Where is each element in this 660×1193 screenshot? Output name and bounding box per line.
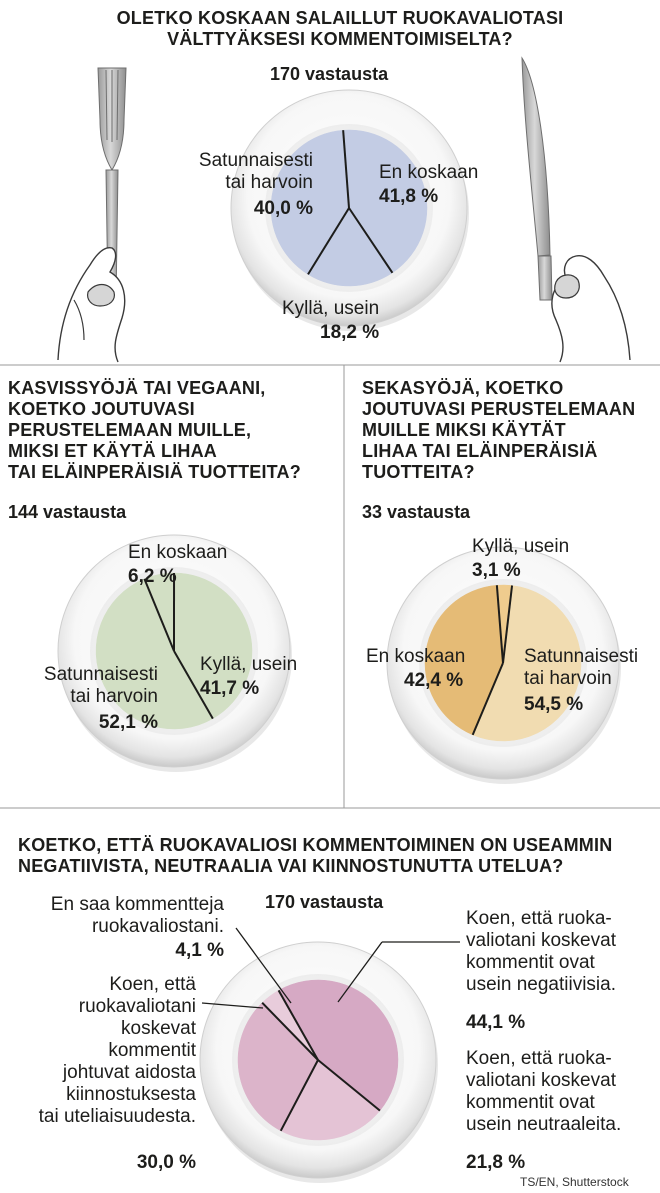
- knife-illustration: [521, 56, 553, 301]
- pie-2-slice-2: [173, 572, 253, 719]
- q1-label-kylla-usein: Kyllä, usein: [282, 298, 380, 319]
- q1-value-kylla-usein: 18,2 %: [320, 322, 380, 343]
- pie-3-slice-2: [472, 585, 582, 742]
- q4-value-no-comments: 4,1 %: [175, 940, 224, 961]
- pie-3-slice-3: [424, 584, 504, 736]
- q3-label-kylla-usein: Kyllä, usein: [472, 536, 570, 557]
- q4-value-curiosity: 30,0 %: [136, 1152, 196, 1173]
- pie-4-slice-2: [280, 1059, 381, 1141]
- image-credit: TS/EN, Shutterstock: [520, 1175, 629, 1189]
- question-1-title: OLETKO KOSKAAN SALAILLUT RUOKAVALIOTASI …: [116, 8, 564, 49]
- q4-label-negative: Koen, että ruoka- valiotani koskevat kom…: [466, 908, 616, 995]
- q1-label-en-koskaan: En koskaan: [379, 162, 479, 183]
- q2-label-en-koskaan: En koskaan: [128, 542, 228, 563]
- q1-value-en-koskaan: 41,8 %: [379, 186, 439, 207]
- pie-3-divider-2: [502, 585, 514, 664]
- q2-value-en-koskaan: 6,2 %: [128, 566, 177, 587]
- pie-4-divider-1: [277, 989, 319, 1061]
- q3-label-en-koskaan: En koskaan: [366, 646, 466, 667]
- question-4-responses: 170 vastausta: [265, 892, 384, 912]
- q1-label-satunnaisesti: Satunnaisesti tai harvoin: [198, 150, 313, 193]
- pie-1-divider-1: [342, 130, 350, 209]
- question-3-title: SEKASYÖJÄ, KOETKO JOUTUVASI PERUSTELEMAA…: [362, 378, 636, 482]
- q2-value-satunnaisesti: 52,1 %: [98, 712, 158, 733]
- pie-3-divider-3: [471, 662, 504, 736]
- pie-2-divider-3: [173, 650, 214, 720]
- question-2-title: KASVISSYÖJÄ TAI VEGAANI, KOETKO JOUTUVAS…: [8, 378, 301, 482]
- q4-label-no-comments: En saa kommentteja ruokavaliostani.: [50, 894, 224, 937]
- q3-value-satunnaisesti: 54,5 %: [524, 694, 584, 715]
- question-3-responses: 33 vastausta: [362, 502, 471, 522]
- q2-label-kylla-usein: Kyllä, usein: [200, 654, 298, 675]
- pie-4-slice-1: [278, 979, 399, 1111]
- pie-1-slice-2: [307, 207, 393, 287]
- pie-1-slice-1: [342, 129, 428, 274]
- question-4-title: KOETKO, ETTÄ RUOKAVALIOSI KOMMENTOIMINEN…: [18, 835, 613, 876]
- right-hand-illustration: [551, 255, 631, 363]
- leader-line-no-comments: [235, 927, 292, 1004]
- pie-1-divider-2: [348, 207, 394, 274]
- question-2-responses: 144 vastausta: [8, 502, 127, 522]
- pie-2-divider-1: [143, 578, 175, 652]
- q4-label-curiosity: Koen, että ruokavaliotani koskevat komme…: [38, 974, 196, 1127]
- q3-value-en-koskaan: 42,4 %: [404, 670, 464, 691]
- q3-label-satunnaisesti: Satunnaisesti tai harvoin: [524, 646, 639, 689]
- leader-line-curiosity: [201, 1002, 264, 1009]
- pie-4-divider-2: [317, 1059, 381, 1112]
- pie-4-slice-3: [237, 1002, 319, 1132]
- q4-label-neutral: Koen, että ruoka- valiotani koskevat kom…: [466, 1048, 622, 1135]
- q4-value-negative: 44,1 %: [466, 1012, 526, 1033]
- q4-value-neutral: 21,8 %: [466, 1152, 526, 1173]
- q3-value-kylla-usein: 3,1 %: [472, 560, 521, 581]
- pie-4-divider-3: [279, 1059, 319, 1132]
- q2-label-satunnaisesti: Satunnaisesti tai harvoin: [43, 664, 158, 707]
- question-1-responses: 170 vastausta: [270, 64, 389, 84]
- pie-3-divider-1: [495, 585, 504, 664]
- pie-1-divider-3: [307, 207, 350, 275]
- pie-4-divider-4: [261, 1002, 319, 1061]
- leader-line-negative: [337, 941, 383, 1003]
- left-hand-illustration: [57, 247, 126, 363]
- q2-value-kylla-usein: 41,7 %: [200, 678, 260, 699]
- pie-2-slice-3: [95, 578, 214, 730]
- q1-value-satunnaisesti: 40,0 %: [253, 198, 313, 219]
